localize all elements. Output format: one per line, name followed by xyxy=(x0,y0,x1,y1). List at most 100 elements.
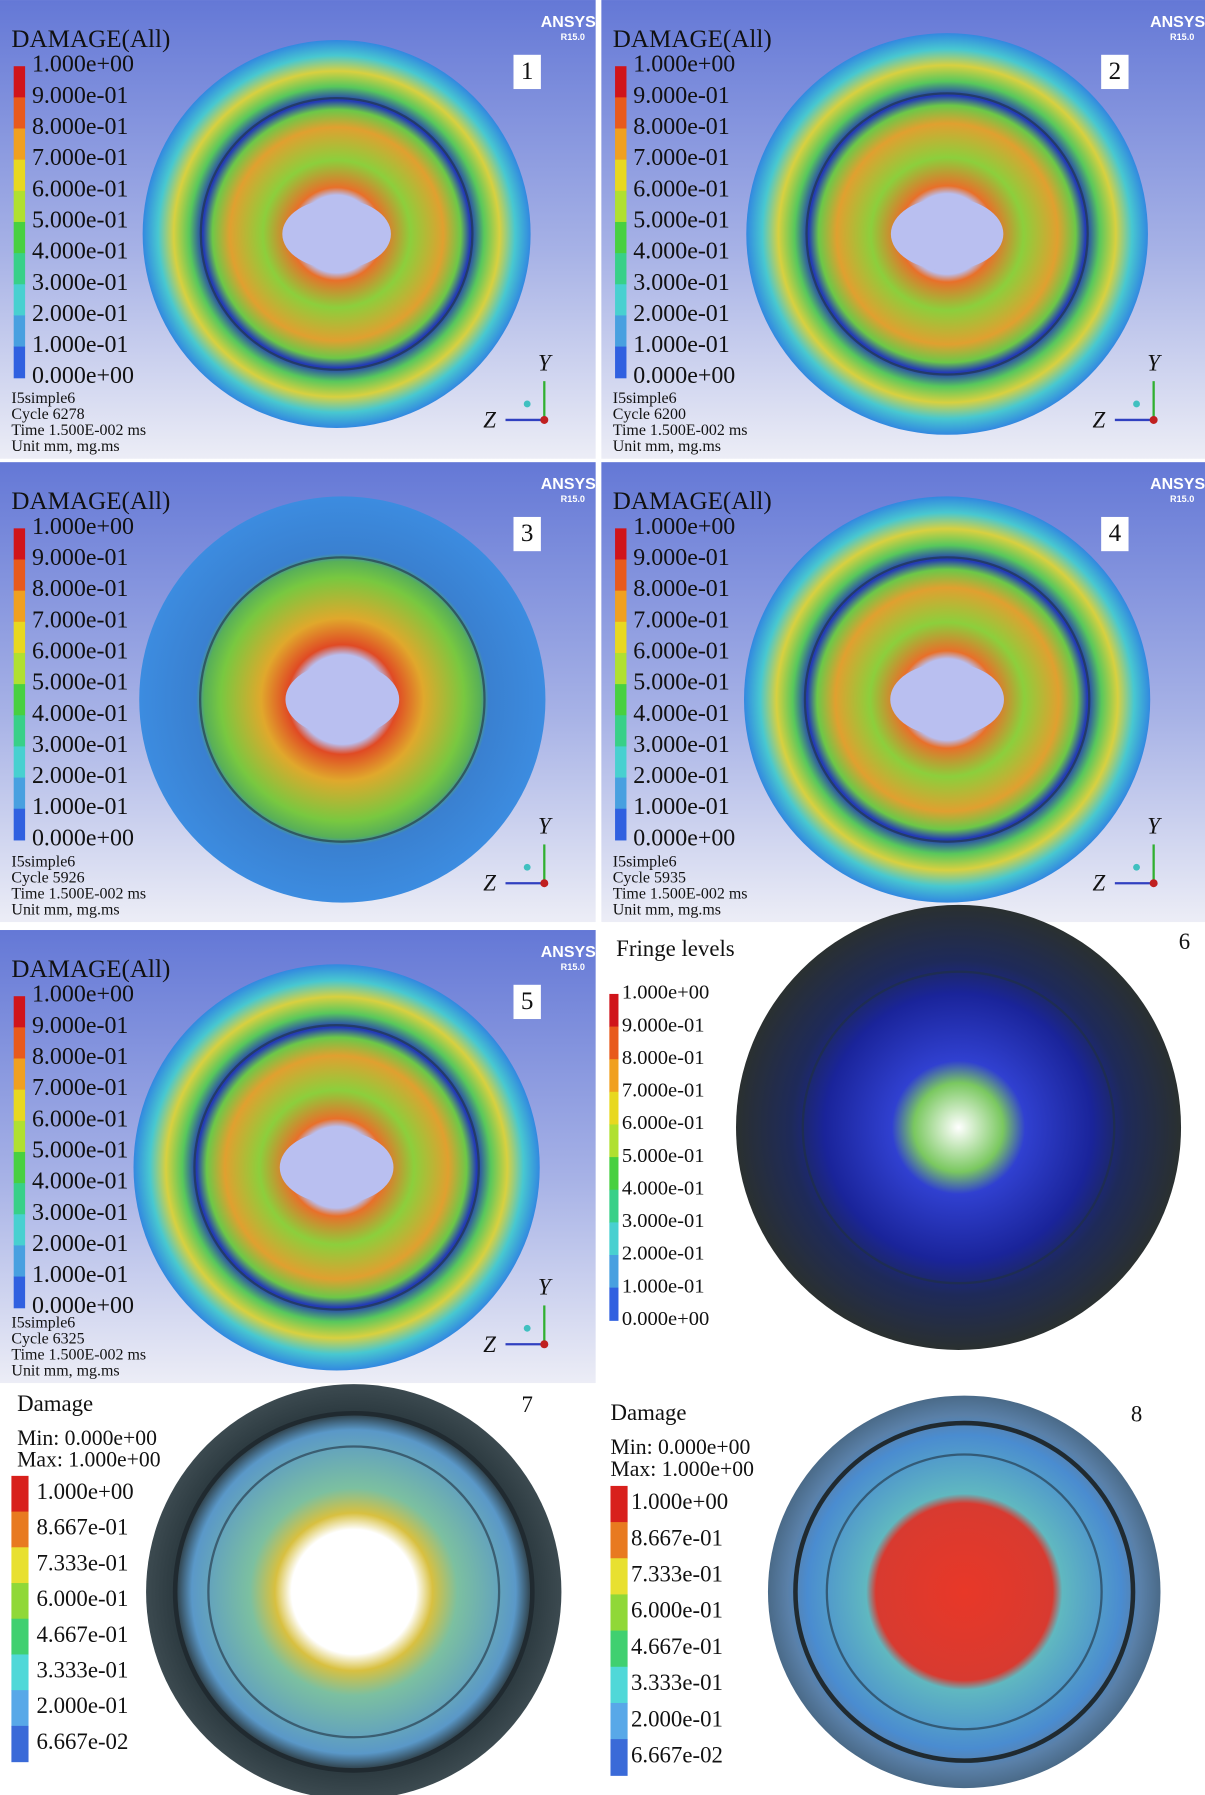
colorbar-segment xyxy=(615,253,626,285)
legend-label: 3.000e-01 xyxy=(32,1200,128,1226)
disc-hole xyxy=(890,663,1004,736)
colorbar-segment xyxy=(11,1726,28,1762)
colorbar-segment xyxy=(14,1183,25,1215)
legend-label: 9.000e-01 xyxy=(622,1014,705,1036)
panel: DAMAGE(All)1.000e+009.000e-018.000e-017.… xyxy=(601,0,1205,459)
brand-version: R15.0 xyxy=(561,494,585,504)
legend-label: 6.667e-02 xyxy=(631,1742,723,1767)
colorbar-segment xyxy=(609,1157,618,1190)
colorbar-segment xyxy=(14,160,25,192)
colorbar-segment xyxy=(11,1512,28,1548)
colorbar-segment xyxy=(14,778,25,810)
legend-label: 6.000e-01 xyxy=(631,1598,723,1623)
colorbar-segment xyxy=(610,1631,627,1668)
colorbar-segment xyxy=(14,715,25,747)
panel-number: 6 xyxy=(1179,929,1190,954)
legend-label: 6.000e-01 xyxy=(622,1112,705,1134)
legend-label: 2.000e-01 xyxy=(622,1243,705,1265)
axis-label-z: Z xyxy=(483,871,496,896)
brand: ANSYS xyxy=(1150,14,1205,31)
legend-label: 9.000e-01 xyxy=(633,545,729,571)
legend-label: 1.000e-01 xyxy=(32,332,128,358)
legend-label: 1.000e+00 xyxy=(32,982,134,1008)
legend-label: 6.000e-01 xyxy=(32,1106,128,1132)
colorbar-segment xyxy=(14,1121,25,1153)
colorbar-segment xyxy=(14,622,25,654)
brand-version: R15.0 xyxy=(1170,494,1194,504)
colorbar-segment xyxy=(14,97,25,129)
colorbar-segment xyxy=(609,1255,618,1288)
axis-marker xyxy=(524,1325,531,1332)
axis-origin xyxy=(540,416,548,424)
panel-number: 5 xyxy=(521,988,534,1015)
colorbar-segment xyxy=(11,1476,28,1512)
disc-hole xyxy=(282,199,391,269)
legend-label: 6.000e-01 xyxy=(633,638,729,664)
colorbar-segment xyxy=(14,996,25,1028)
axis-marker xyxy=(1133,864,1140,871)
colorbar-segment xyxy=(14,66,25,98)
colorbar-segment xyxy=(14,1277,25,1309)
legend-label: 9.000e-01 xyxy=(32,545,128,571)
colorbar-segment xyxy=(14,222,25,254)
legend-label: 2.000e-01 xyxy=(32,1231,128,1257)
legend-label: 5.000e-01 xyxy=(633,207,729,233)
info-line: Time 1.500E-002 ms xyxy=(613,422,748,439)
legend-label: 2.000e-01 xyxy=(633,301,729,327)
panel-number: 8 xyxy=(1131,1401,1142,1426)
legend-label: 9.000e-01 xyxy=(32,83,128,109)
colorbar-segment xyxy=(14,809,25,841)
panel-number: 3 xyxy=(521,520,534,547)
panel: Damage1.000e+008.667e-017.333e-016.000e-… xyxy=(11,1384,561,1795)
colorbar-segment xyxy=(615,191,626,223)
info-line: Cycle 5926 xyxy=(11,869,84,886)
legend-label: 7.000e-01 xyxy=(633,607,729,633)
panel: DAMAGE(All)1.000e+009.000e-018.000e-017.… xyxy=(601,462,1205,922)
colorbar-segment xyxy=(14,347,25,379)
page: {"panels": [ {"number": "1", "brand": "A… xyxy=(0,0,1205,1795)
legend-label: 7.333e-01 xyxy=(37,1550,129,1575)
colorbar-segment xyxy=(610,1667,627,1704)
colorbar-segment xyxy=(14,591,25,623)
legend-label: 0.000e+00 xyxy=(622,1308,709,1330)
colorbar-segment xyxy=(14,1245,25,1277)
legend-label: 7.000e-01 xyxy=(32,145,128,171)
min-label: Min: 0.000e+00 xyxy=(610,1435,750,1459)
legend-label: 9.000e-01 xyxy=(32,1013,128,1039)
axis-label-z: Z xyxy=(483,407,496,432)
colorbar-segment xyxy=(14,253,25,285)
colorbar-segment xyxy=(610,1558,627,1595)
legend-label: 3.000e-01 xyxy=(622,1210,705,1232)
brand: ANSYS xyxy=(541,944,596,961)
info-line: Time 1.500E-002 ms xyxy=(613,885,748,902)
max-label: Max: 1.000e+00 xyxy=(17,1448,161,1472)
colorbar-segment xyxy=(11,1583,28,1619)
axis-marker xyxy=(1133,401,1140,408)
legend-label: 4.000e-01 xyxy=(32,701,128,727)
legend-label: 8.000e-01 xyxy=(633,114,729,140)
colorbar-segment xyxy=(14,684,25,716)
legend-label: 1.000e+00 xyxy=(622,982,709,1004)
panel-title: DAMAGE(All) xyxy=(11,488,170,515)
legend-label: 1.000e-01 xyxy=(622,1275,705,1297)
colorbar-segment xyxy=(615,746,626,778)
legend-label: 7.000e-01 xyxy=(622,1080,705,1102)
colorbar-segment xyxy=(11,1547,28,1583)
panel-title: DAMAGE(All) xyxy=(613,26,772,53)
info-line: Time 1.500E-002 ms xyxy=(11,422,146,439)
colorbar-segment xyxy=(615,160,626,192)
info-line: Unit mm, mg.ms xyxy=(11,438,119,455)
legend-label: 1.000e+00 xyxy=(32,52,134,78)
legend-label: 8.000e-01 xyxy=(622,1047,705,1069)
colorbar-segment xyxy=(610,1703,627,1740)
legend-label: 9.000e-01 xyxy=(633,83,729,109)
colorbar-segment xyxy=(14,284,25,316)
colorbar-segment xyxy=(14,1027,25,1059)
panel: DAMAGE(All)1.000e+009.000e-018.000e-017.… xyxy=(0,462,596,922)
brand: ANSYS xyxy=(541,476,596,493)
colorbar-segment xyxy=(609,1059,618,1092)
panel-number: 4 xyxy=(1109,520,1122,547)
colorbar-segment xyxy=(11,1619,28,1655)
info-line: I5simple6 xyxy=(11,390,75,407)
legend-label: 2.000e-01 xyxy=(32,763,128,789)
